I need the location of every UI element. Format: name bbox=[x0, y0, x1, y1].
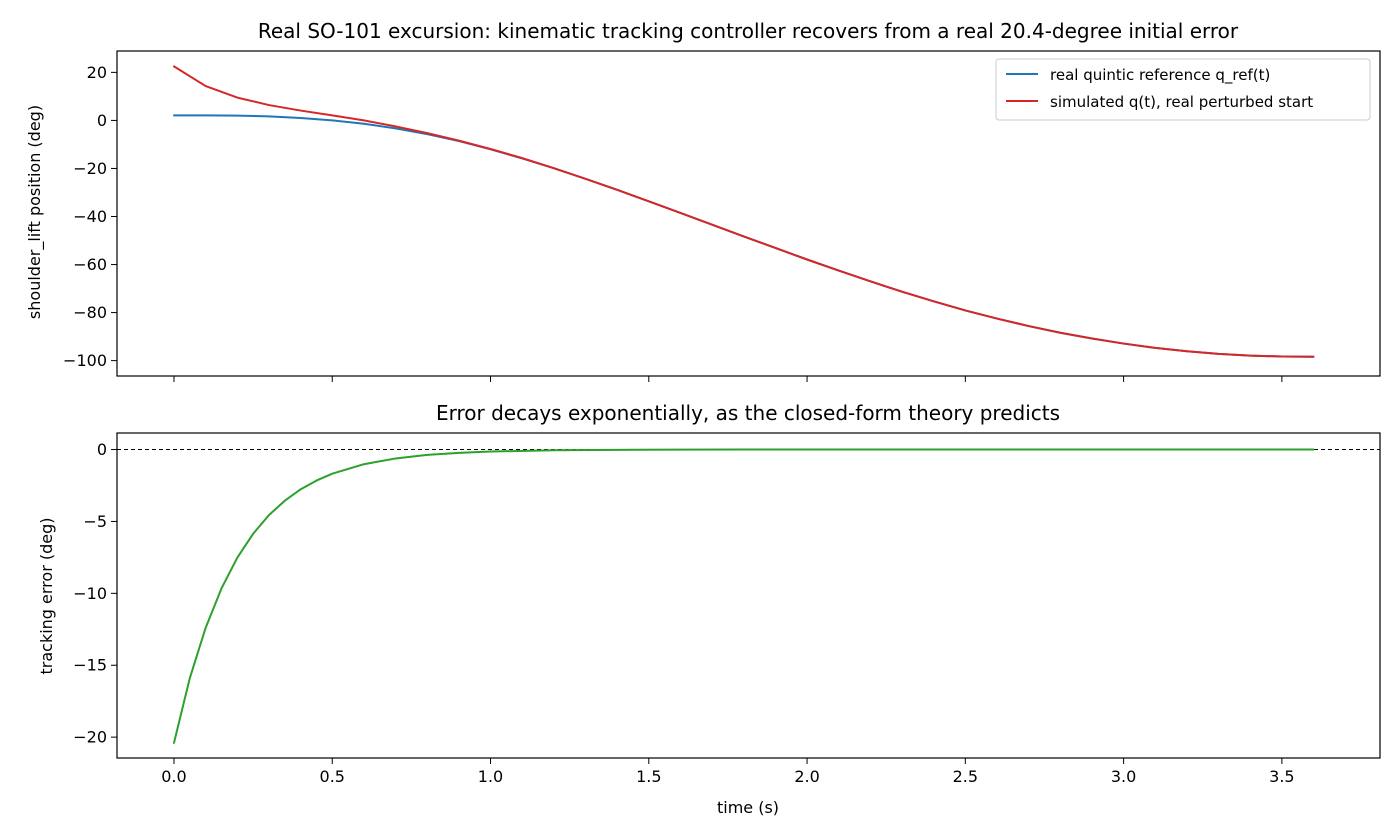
bottom-y-tick-label: −20 bbox=[73, 728, 107, 747]
legend: real quintic reference q_ref(t) simulate… bbox=[995, 58, 1371, 121]
bottom-series-line-0 bbox=[172, 448, 1315, 744]
top-panel: Real SO-101 excursion: kinematic trackin… bbox=[25, 19, 1381, 382]
legend-frame bbox=[995, 58, 1371, 121]
bottom-x-tick-label: 3.5 bbox=[1269, 767, 1294, 786]
bottom-y-axis-label: tracking error (deg) bbox=[37, 517, 56, 674]
bottom-y-tick-label: −15 bbox=[73, 656, 107, 675]
bottom-axes-frame bbox=[116, 432, 1381, 759]
x-axis-label: time (s) bbox=[717, 798, 779, 817]
bottom-plot-area: 0.0 0.5 1.0 1.5 2.0 2.5 3.0 3.5 0 −5 −10 −15 −20 bbox=[73, 432, 1381, 786]
bottom-y-tick-label: −5 bbox=[83, 512, 107, 531]
bottom-y-tick-label: −10 bbox=[73, 584, 107, 603]
top-y-tick-label: 0 bbox=[97, 111, 107, 130]
top-y-tick-label: −80 bbox=[73, 303, 107, 322]
top-y-tick-label: −100 bbox=[63, 351, 107, 370]
bottom-x-tick-label: 2.5 bbox=[953, 767, 978, 786]
legend-label-simulated: simulated q(t), real perturbed start bbox=[1050, 93, 1313, 111]
bottom-x-tick-label: 1.0 bbox=[478, 767, 503, 786]
top-y-axis-label: shoulder_lift position (deg) bbox=[25, 105, 45, 319]
bottom-chart-title: Error decays exponentially, as the close… bbox=[436, 401, 1060, 425]
bottom-x-tick-label: 2.0 bbox=[794, 767, 819, 786]
legend-label-reference: real quintic reference q_ref(t) bbox=[1050, 66, 1270, 85]
bottom-x-tick-label: 1.5 bbox=[636, 767, 661, 786]
top-plot-area: 20 0 −20 −40 −60 −80 −100 bbox=[63, 50, 1381, 382]
bottom-panel: Error decays exponentially, as the close… bbox=[37, 401, 1381, 817]
top-series-line-1 bbox=[172, 65, 1315, 358]
top-y-tick-label: −40 bbox=[73, 207, 107, 226]
top-chart-title: Real SO-101 excursion: kinematic trackin… bbox=[258, 19, 1239, 43]
top-y-tick-label: 20 bbox=[87, 63, 107, 82]
bottom-y-tick-label: 0 bbox=[97, 440, 107, 459]
bottom-x-tick-label: 0.0 bbox=[161, 767, 186, 786]
top-axes-frame bbox=[116, 50, 1381, 377]
bottom-x-tick-label: 3.0 bbox=[1111, 767, 1136, 786]
bottom-x-tick-label: 0.5 bbox=[320, 767, 345, 786]
top-y-tick-label: −60 bbox=[73, 255, 107, 274]
top-y-tick-label: −20 bbox=[73, 159, 107, 178]
